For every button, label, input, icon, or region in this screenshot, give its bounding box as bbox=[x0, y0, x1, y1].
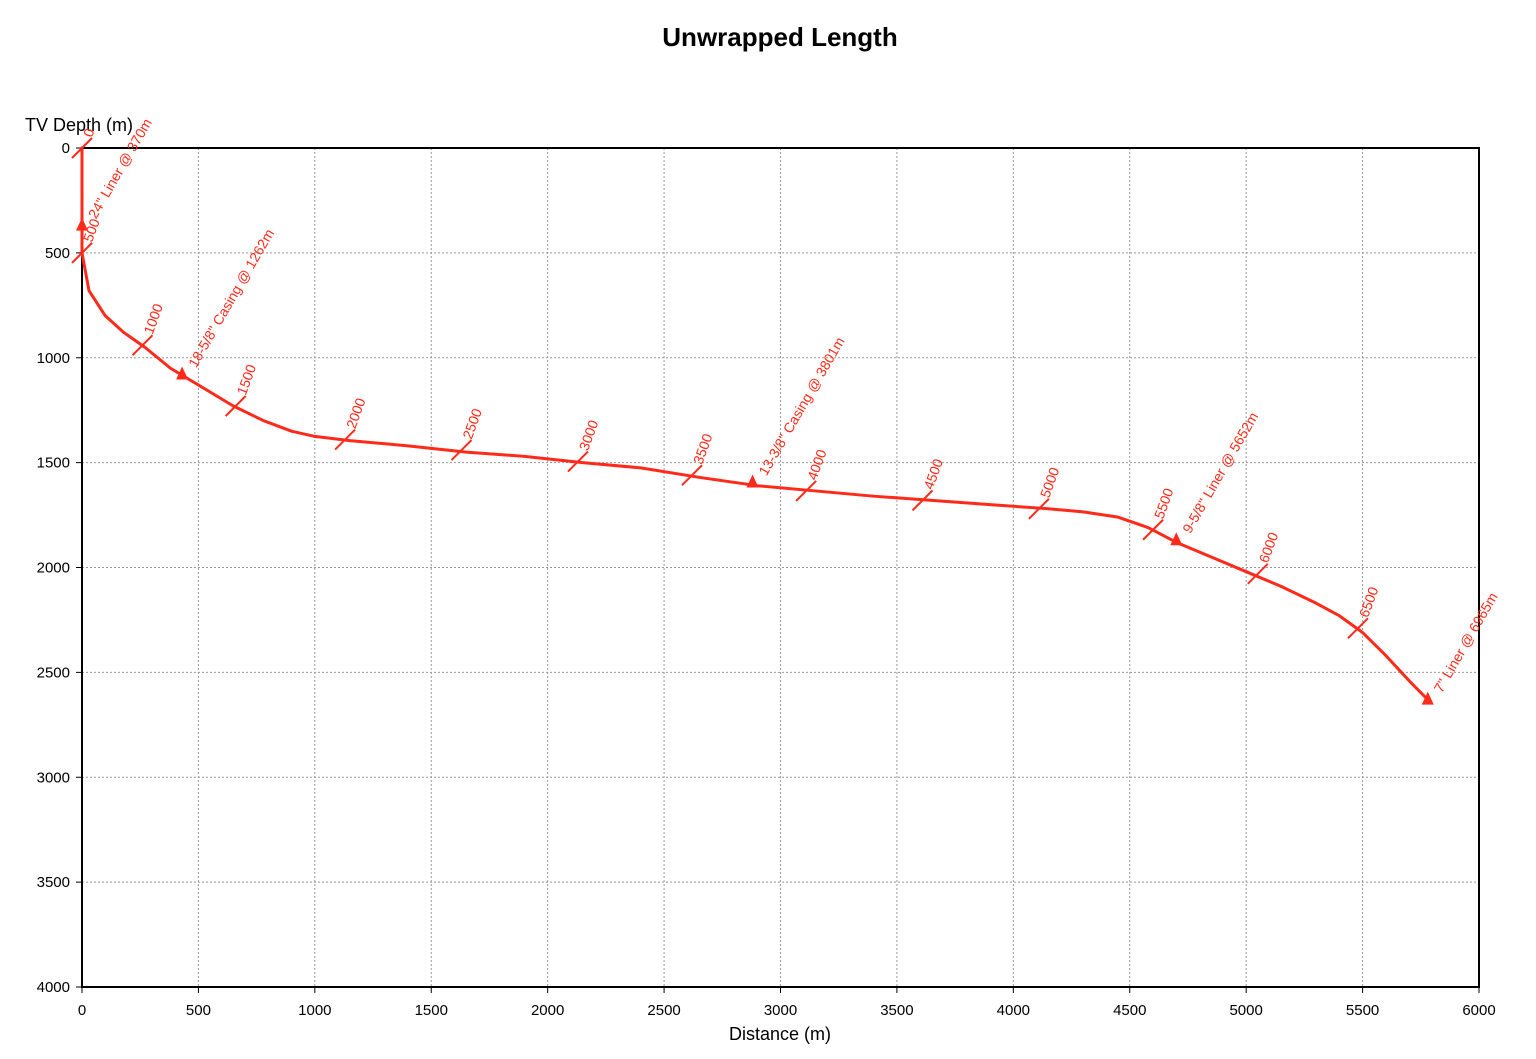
md-tick-mark bbox=[567, 450, 589, 473]
x-tick-label: 4500 bbox=[1113, 1002, 1146, 1019]
casing-label: 9-5/8" Liner @ 5652m bbox=[1179, 409, 1261, 535]
md-label: 5000 bbox=[1037, 465, 1063, 500]
x-tick-label: 500 bbox=[186, 1002, 211, 1019]
md-label: 4000 bbox=[804, 447, 830, 482]
md-label: 1500 bbox=[233, 362, 259, 397]
md-label: 5500 bbox=[1151, 486, 1177, 521]
md-tick-mark bbox=[131, 334, 154, 356]
casing-shoe-marker bbox=[1421, 691, 1434, 705]
x-tick-label: 5000 bbox=[1229, 1002, 1262, 1019]
axis-ticks: 0 500 1000 1500 2000 2500 3000 3500 4000 4500 5000… bbox=[37, 140, 1496, 1019]
md-tick-mark bbox=[1247, 563, 1269, 585]
casing-label: 18-5/8" Casing @ 1262m bbox=[185, 226, 277, 370]
casing-shoe-marker bbox=[76, 217, 88, 231]
md-tick-mark bbox=[334, 428, 356, 451]
y-axis-label: TV Depth (m) bbox=[25, 115, 133, 135]
md-tick-mark bbox=[450, 439, 473, 461]
x-tick-label: 5500 bbox=[1346, 1002, 1379, 1019]
grid bbox=[82, 148, 1479, 987]
well-path-line bbox=[80, 146, 1430, 702]
md-label: 3500 bbox=[690, 431, 716, 466]
y-tick-label: 0 bbox=[62, 140, 70, 157]
x-tick-label: 2000 bbox=[531, 1002, 564, 1019]
casing-shoe-marker bbox=[176, 366, 189, 380]
x-tick-label: 2500 bbox=[647, 1002, 680, 1019]
md-tick-mark bbox=[71, 242, 93, 264]
y-tick-label: 2000 bbox=[37, 560, 70, 577]
md-tick-mark bbox=[71, 137, 93, 159]
x-tick-label: 3000 bbox=[764, 1002, 797, 1019]
casing-label: 13-3/8" Casing @ 3801m bbox=[755, 334, 847, 478]
plot-frame bbox=[81, 147, 1480, 988]
y-tick-label: 500 bbox=[45, 245, 70, 262]
md-label: 500 bbox=[80, 216, 103, 244]
x-tick-label: 1000 bbox=[298, 1002, 331, 1019]
y-tick-label: 1500 bbox=[37, 455, 70, 472]
y-tick-label: 3000 bbox=[37, 769, 70, 786]
well-path bbox=[80, 146, 1430, 702]
md-tick-mark bbox=[1347, 617, 1369, 640]
casing-label: 7" Liner @ 6965m bbox=[1431, 590, 1501, 695]
md-tick-mark bbox=[224, 395, 247, 417]
x-tick-label: 3500 bbox=[880, 1002, 913, 1019]
md-tick-mark bbox=[1028, 498, 1050, 520]
x-tick-label: 1500 bbox=[415, 1002, 448, 1019]
x-tick-label: 6000 bbox=[1462, 1002, 1495, 1019]
x-tick-label: 4000 bbox=[997, 1002, 1030, 1019]
x-axis-label: Distance (m) bbox=[729, 1024, 831, 1044]
md-label: 6500 bbox=[1356, 584, 1382, 619]
y-tick-label: 3500 bbox=[37, 874, 70, 891]
casing-shoe-marker bbox=[746, 474, 759, 488]
md-label: 3000 bbox=[576, 418, 602, 453]
y-tick-label: 2500 bbox=[37, 664, 70, 681]
md-tick-mark bbox=[911, 489, 934, 512]
x-tick-label: 0 bbox=[78, 1002, 86, 1019]
chart-title: Unwrapped Length bbox=[662, 22, 897, 52]
y-tick-label: 4000 bbox=[37, 979, 70, 996]
md-label: 1000 bbox=[140, 301, 166, 336]
md-label: 4500 bbox=[920, 456, 946, 491]
md-tick-mark bbox=[681, 464, 703, 486]
md-label: 6000 bbox=[1256, 530, 1282, 565]
md-label: 2000 bbox=[343, 396, 369, 431]
md-tick-mark bbox=[1142, 519, 1164, 541]
casing-shoe-marker bbox=[1170, 532, 1183, 546]
y-tick-label: 1000 bbox=[37, 350, 70, 367]
md-tick-mark bbox=[795, 480, 817, 502]
md-label: 2500 bbox=[459, 406, 485, 441]
